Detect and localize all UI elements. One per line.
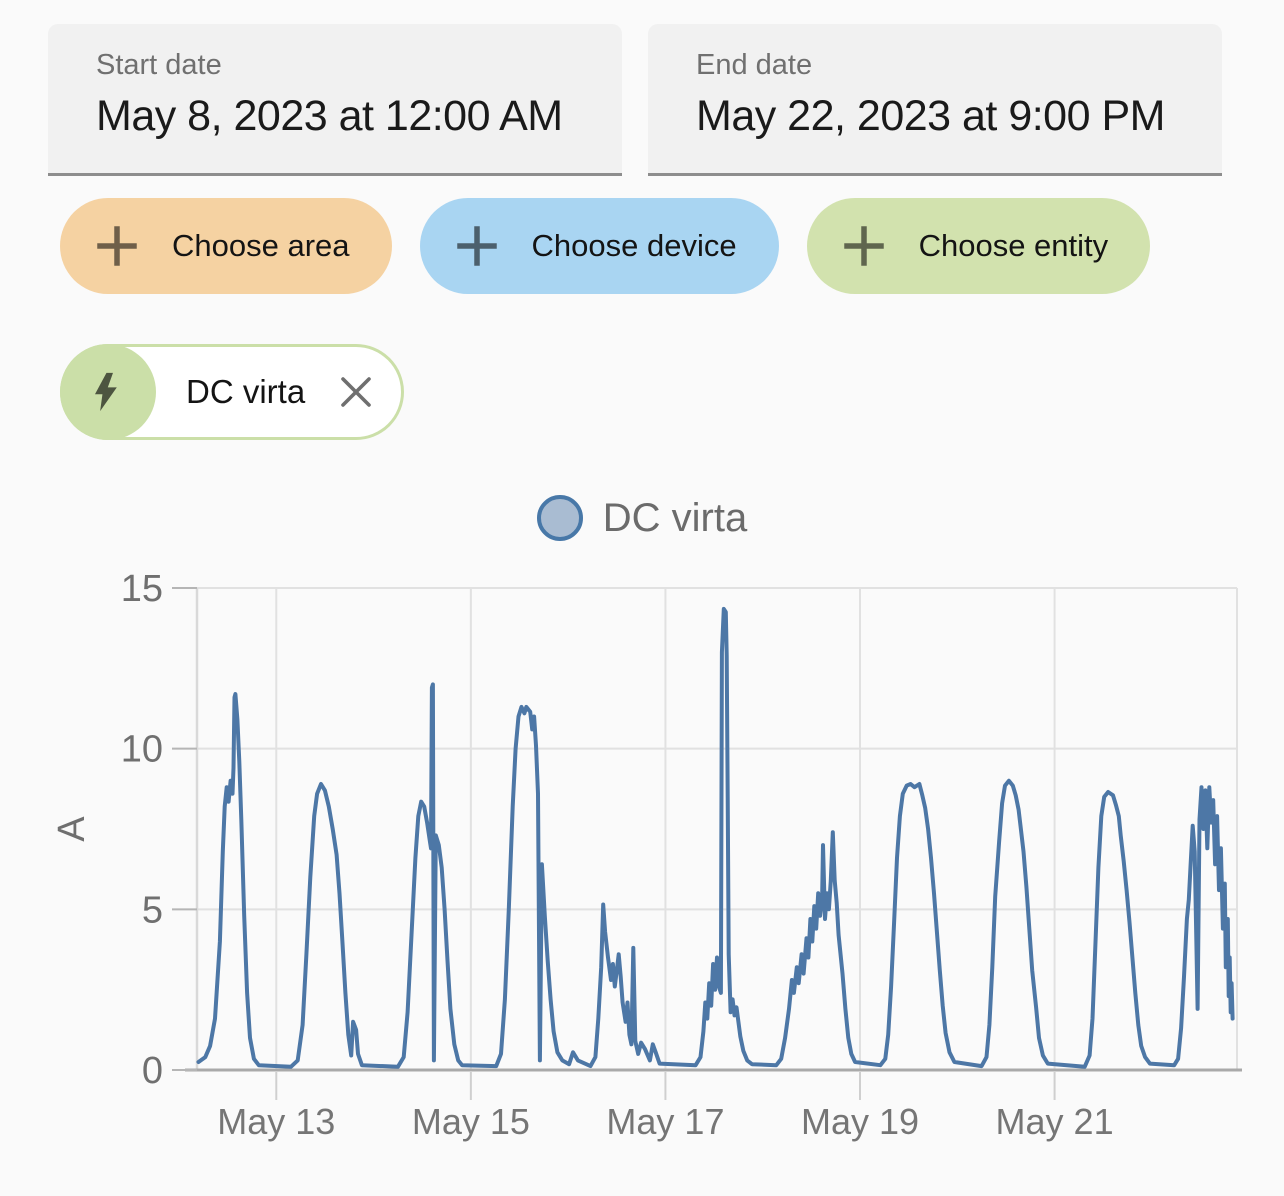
choose-area-label: Choose area	[172, 228, 350, 263]
filter-chips-row: Choose area Choose device Choose entity	[60, 198, 1151, 294]
start-date-field[interactable]: Start date May 8, 2023 at 12:00 AM	[48, 24, 622, 176]
history-line-chart[interactable]: 0 5 10 15 May 13 May 15 May 17 May 19 May 21 A	[0, 540, 1284, 1196]
end-date-field[interactable]: End date May 22, 2023 at 9:00 PM	[648, 24, 1222, 176]
series-line-dc-virta	[196, 606, 1235, 1069]
chart-legend[interactable]: DC virta	[0, 488, 1284, 548]
plus-icon	[843, 226, 884, 266]
close-icon[interactable]	[337, 373, 375, 411]
choose-device-chip[interactable]: Choose device	[419, 198, 779, 294]
entity-icon-badge	[60, 344, 156, 440]
x-tick-label: May 13	[217, 1101, 335, 1142]
x-tick-label: May 17	[606, 1101, 724, 1142]
y-tick-label: 10	[121, 729, 163, 771]
x-tick-label: May 15	[412, 1101, 530, 1142]
end-date-label: End date	[696, 49, 813, 81]
x-tick-label: May 19	[801, 1101, 919, 1142]
end-date-value: May 22, 2023 at 9:00 PM	[696, 92, 1165, 140]
selected-entity-label: DC virta	[186, 373, 306, 410]
lightning-bolt-icon	[94, 372, 117, 412]
plus-icon	[456, 226, 497, 266]
legend-circle-marker	[536, 495, 583, 541]
start-date-label: Start date	[96, 49, 222, 81]
plus-icon	[97, 226, 137, 266]
choose-area-chip[interactable]: Choose area	[60, 198, 392, 294]
choose-entity-chip[interactable]: Choose entity	[806, 198, 1151, 294]
y-tick-label: 5	[142, 889, 163, 931]
start-date-value: May 8, 2023 at 12:00 AM	[96, 92, 563, 140]
choose-device-label: Choose device	[531, 228, 737, 263]
selected-entity-chip[interactable]: DC virta	[60, 344, 405, 440]
x-tick-label: May 21	[996, 1101, 1114, 1142]
legend-label: DC virta	[602, 495, 748, 540]
y-tick-label: 15	[121, 568, 163, 610]
y-tick-label: 0	[142, 1050, 163, 1092]
y-axis-unit-label: A	[51, 816, 93, 842]
choose-entity-label: Choose entity	[918, 228, 1109, 263]
